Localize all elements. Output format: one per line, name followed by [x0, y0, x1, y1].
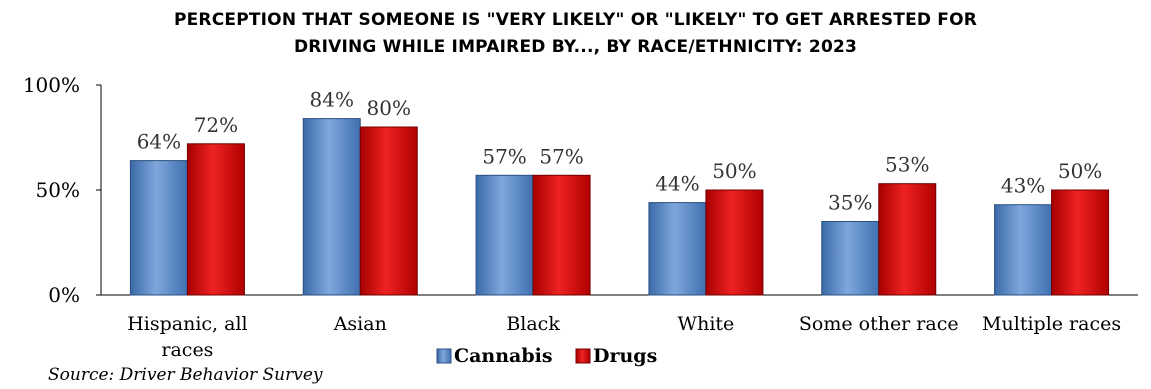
- bar-drugs: [878, 183, 937, 296]
- bar-cannabis: [302, 118, 361, 296]
- x-tick-label: White: [678, 313, 735, 335]
- x-tick-label: Multiple races: [982, 313, 1121, 335]
- bar-cannabis: [648, 202, 707, 296]
- source-note: Source: Driver Behavior Survey: [48, 365, 323, 385]
- data-label: 50%: [1058, 159, 1102, 183]
- data-label: 50%: [712, 159, 756, 183]
- x-tick-label: Hispanic, all: [127, 313, 247, 335]
- data-label: 57%: [539, 144, 583, 168]
- x-tick-label: Asian: [333, 313, 387, 335]
- data-label: 80%: [367, 96, 411, 120]
- x-tick-label: Some other race: [799, 313, 959, 335]
- bar-cannabis: [475, 174, 534, 296]
- chart-title-line-2: DRIVING WHILE IMPAIRED BY..., BY RACE/ET…: [293, 37, 858, 57]
- legend-label-drugs: Drugs: [593, 345, 657, 367]
- bar-drugs: [186, 143, 245, 296]
- bar-cannabis: [129, 160, 188, 296]
- chart-title-line-1: PERCEPTION THAT SOMEONE IS "VERY LIKELY"…: [173, 10, 978, 30]
- bar-drugs: [1051, 189, 1110, 296]
- legend-swatch-cannabis: [436, 348, 452, 364]
- data-label: 53%: [885, 153, 929, 177]
- legend-label-cannabis: Cannabis: [454, 345, 553, 367]
- legend-swatch-drugs: [575, 348, 591, 364]
- data-label: 57%: [482, 144, 526, 168]
- y-tick-label: 100%: [23, 73, 80, 97]
- bar-drugs: [532, 174, 591, 296]
- y-tick-label: 0%: [48, 283, 80, 307]
- data-label: 44%: [655, 172, 699, 196]
- data-label: 35%: [828, 191, 872, 215]
- bar-cannabis: [994, 204, 1053, 296]
- data-label: 43%: [1001, 174, 1045, 198]
- data-label: 72%: [194, 113, 238, 137]
- data-label: 64%: [137, 130, 181, 154]
- x-tick-label: races: [161, 339, 213, 361]
- bar-drugs: [705, 189, 764, 296]
- y-tick-label: 50%: [36, 178, 80, 202]
- x-tick-label: Black: [506, 313, 560, 335]
- bar-cannabis: [821, 221, 880, 296]
- bar-drugs: [359, 126, 418, 296]
- data-label: 84%: [310, 88, 354, 112]
